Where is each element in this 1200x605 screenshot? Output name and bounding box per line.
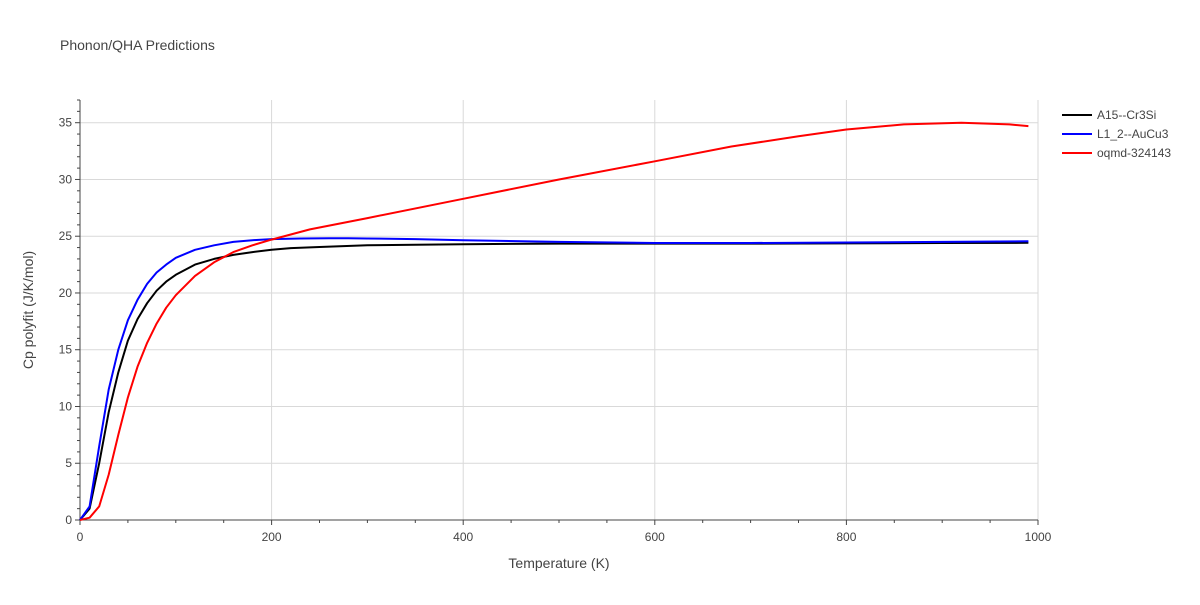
series-line — [79, 237, 1029, 521]
y-tick-label: 20 — [59, 286, 73, 300]
x-tick-label: 200 — [262, 530, 282, 544]
minor-ticks — [75, 99, 1039, 525]
chart-title: Phonon/QHA Predictions — [60, 37, 215, 53]
y-tick-label: 5 — [65, 456, 72, 470]
tick-labels: 0 200 400 600 800 1000 0 5 10 15 20 25 30 35 — [59, 116, 1052, 544]
axes — [79, 100, 1038, 521]
y-tick-label: 30 — [59, 172, 73, 186]
y-tick-label: 15 — [59, 343, 73, 357]
y-tick-label: 35 — [59, 116, 73, 130]
legend-label: A15--Cr3Si — [1097, 108, 1156, 122]
x-tick-label: 800 — [836, 530, 856, 544]
legend-label: L1_2--AuCu3 — [1097, 127, 1169, 141]
series-line — [79, 241, 1029, 521]
grid — [80, 100, 1039, 520]
x-tick-label: 600 — [645, 530, 665, 544]
y-tick-label: 0 — [65, 513, 72, 527]
x-tick-label: 0 — [77, 530, 84, 544]
x-tick-label: 1000 — [1025, 530, 1052, 544]
legend: A15--Cr3Si L1_2--AuCu3 oqmd-324143 — [1062, 108, 1171, 160]
plot-series — [79, 121, 1029, 521]
x-axis-title: Temperature (K) — [508, 555, 609, 571]
legend-label: oqmd-324143 — [1097, 146, 1171, 160]
x-tick-label: 400 — [453, 530, 473, 544]
y-tick-label: 10 — [59, 399, 73, 413]
series-line — [79, 121, 1029, 521]
y-tick-label: 25 — [59, 229, 73, 243]
y-axis-title: Cp polyfit (J/K/mol) — [20, 251, 36, 369]
